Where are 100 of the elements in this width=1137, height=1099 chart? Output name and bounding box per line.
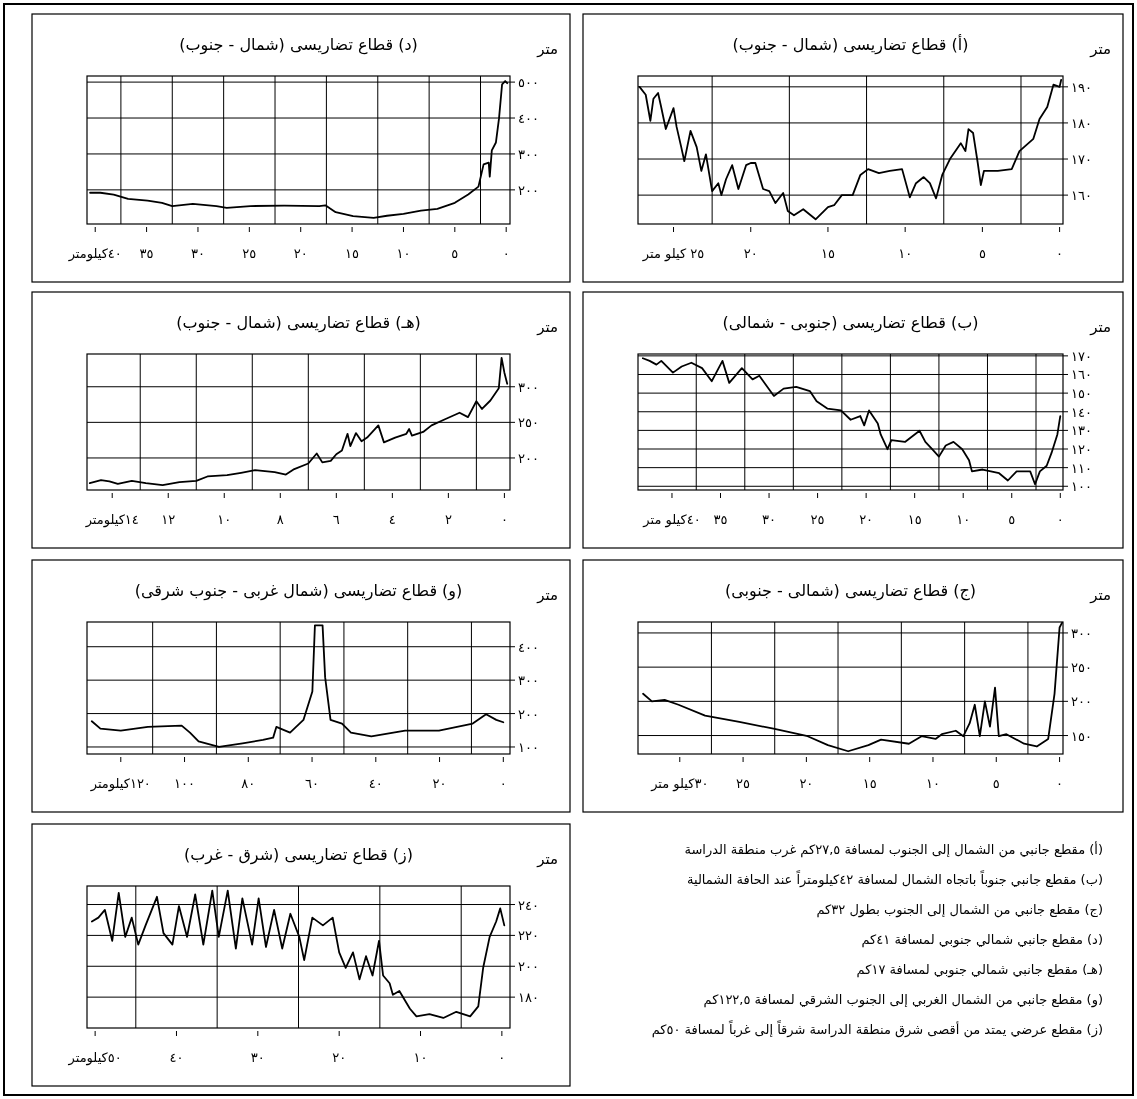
x-tick-label: ٠ [1056, 776, 1064, 791]
x-tick-label: ١٠ [926, 776, 940, 791]
y-tick-label: ٣٠٠ [518, 379, 539, 395]
y-tick-label: ١٧٠ [1071, 152, 1092, 168]
y-tick-label: ١١٠ [1071, 460, 1092, 476]
x-tick-label: ١٢٠كيلومتر [89, 776, 151, 792]
x-tick-label: ٢٠ [293, 246, 308, 261]
x-tick-label: ٢ [444, 512, 452, 527]
chart-title: (ب) قطاع تضاريسى (جنوبى - شمالى) [722, 313, 979, 333]
y-tick-label: ٥٠٠ [518, 75, 539, 91]
x-tick-label: ٤٠ [169, 1050, 184, 1065]
y-tick-label: ٤٠٠ [518, 111, 539, 127]
x-tick-label: ٤ [388, 512, 396, 527]
x-tick-label: ٥ [1008, 512, 1016, 527]
x-tick-label: ٦٠ [305, 776, 320, 791]
x-tick-label: ٠ [1056, 246, 1064, 261]
text: (و) مقطع جانبي من الشمال الغربي إلى الجنوب الشرقي لمسافة ١٢٢,٥كم [703, 992, 1103, 1008]
x-tick-label: ٨٠ [241, 776, 256, 791]
x-tick-label: ٢٠ [799, 776, 814, 791]
x-tick-label: ٠ [498, 1050, 506, 1065]
text: (ج) مقطع جانبي من الشمال إلى الجنوب بطول ٣٢كم [816, 902, 1103, 918]
text: (أ) مقطع جانبي من الشمال إلى الجنوب لمسافة ٢٧,٥كم غرب منطقة الدراسة [684, 841, 1103, 858]
x-tick-label: ٢٥ [242, 246, 257, 261]
chart-title: (و) قطاع تضاريسى (شمال غربى - جنوب شرقى) [134, 581, 463, 601]
y-axis-title: متر [536, 850, 558, 868]
y-tick-label: ٢٥٠ [518, 415, 539, 431]
y-tick-label: ١٣٠ [1071, 423, 1092, 439]
y-tick-label: ٢٠٠ [518, 450, 539, 466]
y-tick-label: ١٩٠ [1071, 79, 1092, 95]
y-axis-title: متر [1089, 40, 1111, 58]
x-tick-label: ٨ [276, 512, 284, 527]
y-tick-label: ٢٥٠ [1071, 660, 1092, 676]
y-tick-label: ٣٠٠ [518, 673, 539, 689]
x-tick-label: ٢٠ [432, 776, 447, 791]
y-axis-title: متر [1089, 586, 1111, 604]
y-tick-label: ١٨٠ [518, 990, 539, 1006]
x-tick-label: ٠ [500, 512, 508, 527]
x-tick-label: ٣٥ [139, 246, 154, 261]
y-tick-label: ٣٠٠ [1071, 625, 1092, 641]
x-tick-label: ٣٠ [190, 246, 205, 261]
text: (ب) مقطع جانبي جنوباً باتجاه الشمال لمسافة ٤٢كيلومتراً عند الحافة الشمالية [686, 870, 1103, 888]
y-tick-label: ٢٢٠ [518, 928, 539, 944]
x-tick-label: ١٠ [396, 246, 411, 261]
x-tick-label: ٢٠ [332, 1050, 347, 1065]
text: (د) مقطع جانبي شمالي جنوبي لمسافة ٤١كم [861, 932, 1103, 948]
x-tick-label: ٢٠ [859, 512, 874, 527]
x-tick-label: ١٥ [907, 512, 922, 527]
x-tick-label: ١٠ [217, 512, 232, 527]
y-axis-title: متر [536, 318, 558, 336]
text: (ز) مقطع عرضي يمتد من أقصى شرق منطقة الدراسة شرقاً إلى غرباً لمسافة ٥٠كم [651, 1020, 1103, 1038]
x-tick-label: ٠ [1056, 512, 1064, 527]
x-tick-label: ١٢ [161, 512, 176, 527]
y-tick-label: ١٥٠ [1071, 728, 1092, 744]
x-tick-label: ١٥ [820, 246, 835, 261]
text: (هـ) مقطع جانبي شمالي جنوبي لمسافة ١٧كم [856, 962, 1103, 978]
y-axis-title: متر [536, 40, 558, 58]
x-tick-label: ١٠ [898, 246, 913, 261]
chart-title: (هـ) قطاع تضاريسى (شمال - جنوب) [176, 313, 421, 333]
x-tick-label: ٢٥ [736, 776, 751, 791]
chart-title: (ج) قطاع تضاريسى (شمالى - جنوبى) [724, 581, 977, 601]
x-tick-label: ٣٠كيلو متر [650, 776, 709, 792]
y-tick-label: ٢٤٠ [518, 897, 539, 913]
y-tick-label: ١٦٠ [1071, 367, 1092, 383]
y-tick-label: ١٥٠ [1071, 386, 1092, 402]
x-tick-label: ٤٠ [368, 776, 383, 791]
x-tick-label: ٢٥ [810, 512, 825, 527]
chart-title: (أ) قطاع تضاريسى (شمال - جنوب) [732, 34, 969, 55]
x-tick-label: ٢٠ [743, 246, 758, 261]
y-tick-label: ٢٠٠ [1071, 694, 1092, 710]
y-tick-label: ١٦٠ [1071, 188, 1092, 204]
y-tick-label: ٣٠٠ [518, 146, 539, 162]
x-tick-label: ١٠ [413, 1050, 428, 1065]
x-tick-label: ٢٥ كيلو متر [641, 246, 705, 262]
y-axis-title: متر [1089, 318, 1111, 336]
x-tick-label: ٥ [451, 246, 459, 261]
x-tick-label: ٣٥ [713, 512, 728, 527]
x-tick-label: ٠ [502, 246, 510, 261]
x-tick-label: ١٤كيلومتر [84, 512, 139, 528]
x-tick-label: ٣٠ [762, 512, 777, 527]
y-tick-label: ١٤٠ [1071, 404, 1092, 420]
x-tick-label: ١٥ [345, 246, 360, 261]
x-tick-label: ٥ [978, 246, 986, 261]
y-tick-label: ٢٠٠ [518, 959, 539, 975]
x-tick-label: ٥ [992, 776, 1000, 791]
y-tick-label: ١٨٠ [1071, 115, 1092, 131]
y-tick-label: ٤٠٠ [518, 639, 539, 655]
x-tick-label: ٤٠كيلو متر [642, 512, 701, 528]
x-tick-label: ١٠ [956, 512, 971, 527]
x-tick-label: ٤٠كيلومتر [67, 246, 122, 262]
y-tick-label: ٢٠٠ [518, 182, 539, 198]
x-tick-label: ١٥ [862, 776, 877, 791]
x-tick-label: ١٠٠ [174, 776, 196, 791]
x-tick-label: ٠ [499, 776, 507, 791]
x-tick-label: ٣٠ [250, 1050, 265, 1065]
x-tick-label: ٥٠كيلومتر [67, 1050, 122, 1066]
y-tick-label: ١٠٠ [518, 739, 539, 755]
chart-title: (ز) قطاع تضاريسى (شرق - غرب) [184, 845, 413, 865]
y-axis-title: متر [536, 586, 558, 604]
y-tick-label: ١٠٠ [1071, 479, 1092, 495]
chart-title: (د) قطاع تضاريسى (شمال - جنوب) [179, 35, 418, 55]
